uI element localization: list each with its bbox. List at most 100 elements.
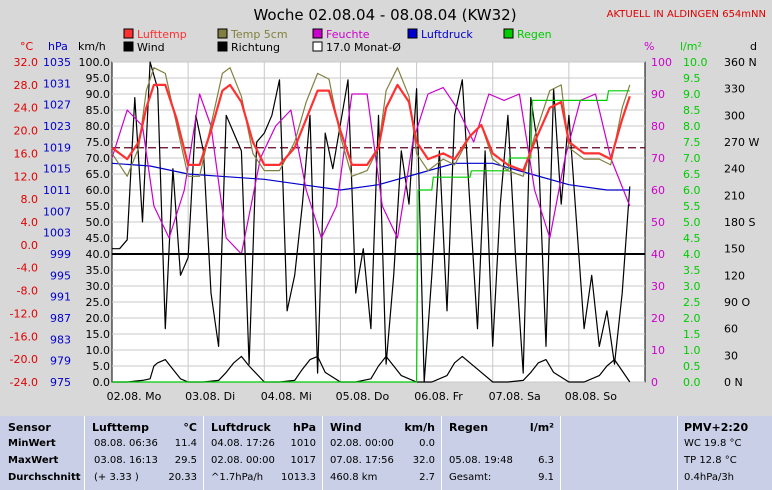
stats-regen-section: Regen l/m² 05.08. 19:48 6.3 Gesamt: 9.1 (442, 416, 561, 490)
legend-swatch (217, 41, 228, 52)
legend-swatch (503, 28, 514, 39)
legend-label: Richtung (231, 41, 280, 54)
series-lufttemp (111, 83, 631, 172)
stats-wind-section: Wind km/h 02.08. 00:00 0.0 07.08. 17:56 32.… (323, 416, 442, 490)
direction-axis-label: d (750, 40, 757, 53)
day-label: 06.08. Fr (414, 390, 463, 403)
stats-lufttemp-max-value: 29.5 (174, 455, 197, 466)
day-label: 05.08. Do (336, 390, 390, 403)
rain-tick-label: 3.0 (683, 280, 701, 293)
rain-tick-label: 0.5 (683, 360, 701, 373)
stats-regen-total-value: 9.1 (538, 472, 554, 483)
rain-tick-label: 6.5 (683, 168, 701, 181)
temp-axis-label: °C (20, 40, 34, 53)
stats-regen-max-time: 05.08. 19:48 (449, 455, 513, 466)
stats-sensor-header: Sensor (8, 421, 51, 434)
humidity-tick-label: 20 (651, 312, 665, 325)
direction-tick-label: 270 W (724, 136, 759, 149)
rain-tick-label: 5.5 (683, 200, 701, 213)
stats-luftdruck-min-value: 1010 (290, 438, 316, 449)
stats-luftdruck-max-value: 1017 (290, 455, 316, 466)
stats-avg-label: Durchschnitt (8, 472, 81, 483)
pressure-tick-label: 995 (50, 269, 71, 282)
wind-tick-label: 50.0 (86, 216, 111, 229)
stats-panel: Sensor MinWert MaxWert Durchschnitt Luft… (0, 416, 772, 490)
series-feuchte (111, 86, 631, 255)
pressure-tick-label: 1027 (43, 99, 71, 112)
humidity-tick-label: 70 (651, 152, 665, 165)
legend-swatch (217, 28, 228, 39)
wind-tick-label: 15.0 (86, 328, 111, 341)
humidity-tick-label: 30 (651, 280, 665, 293)
temp-tick-label: 24.0 (14, 102, 39, 115)
legend-label: Lufttemp (137, 28, 187, 41)
temp-tick-label: 16.0 (14, 147, 39, 160)
wind-tick-label: 70.0 (86, 152, 111, 165)
temp-tick-label: -20.0 (10, 353, 38, 366)
temp-tick-label: 28.0 (14, 79, 39, 92)
stats-regen-total-label: Gesamt: (449, 472, 492, 483)
humidity-tick-label: 80 (651, 120, 665, 133)
stats-pmv-windchill: WC 19.8 °C (684, 438, 742, 449)
pressure-tick-label: 1031 (43, 77, 71, 90)
pressure-tick-label: 1003 (43, 227, 71, 240)
pressure-axis-label: hPa (48, 40, 68, 53)
stats-pmv-pressure-trend: 0.4hPa/3h (684, 472, 735, 483)
stats-wind-max-time: 07.08. 17:56 (330, 455, 394, 466)
humidity-tick-label: 50 (651, 216, 665, 229)
legend-swatch (312, 41, 323, 52)
stats-lufttemp-trend: (+ 3.33 ) (94, 472, 139, 483)
wind-tick-label: 75.0 (86, 136, 111, 149)
temp-tick-label: 12.0 (14, 170, 39, 183)
stats-wind-avg-value: 2.7 (419, 472, 435, 483)
series-luftdruck (111, 162, 630, 191)
humidity-tick-label: 100 (651, 56, 672, 69)
rain-tick-label: 6.0 (683, 184, 701, 197)
wind-axis-label: km/h (78, 40, 106, 53)
wind-tick-label: 60.0 (86, 184, 111, 197)
direction-tick-label: 360 N (724, 56, 757, 69)
pressure-tick-label: 1023 (43, 120, 71, 133)
wind-tick-label: 35.0 (86, 264, 111, 277)
stats-max-label: MaxWert (8, 455, 59, 466)
pressure-tick-label: 979 (50, 355, 71, 368)
wind-tick-label: 85.0 (86, 104, 111, 117)
stats-lufttemp-max-time: 03.08. 16:13 (94, 455, 158, 466)
legend-label: Luftdruck (421, 28, 473, 41)
stats-pmv-header: PMV+2:20 (684, 421, 749, 434)
temp-tick-label: 0.0 (21, 239, 39, 252)
stats-lufttemp-min-time: 08.08. 06:36 (94, 438, 158, 449)
stats-lufttemp-unit: °C (183, 421, 197, 434)
direction-tick-label: 180 S (724, 216, 755, 229)
series-regen (112, 90, 630, 383)
stats-pmv-section: PMV+2:20 WC 19.8 °C TP 12.8 °C 0.4hPa/3h (678, 416, 772, 490)
direction-tick-label: 240 (724, 163, 745, 176)
stats-lufttemp-header: Lufttemp (92, 421, 149, 434)
stats-min-label: MinWert (8, 438, 56, 449)
humidity-axis-label: % (644, 40, 654, 53)
chart-title: Woche 02.08.04 - 08.08.04 (KW32) (253, 6, 516, 24)
pressure-tick-label: 987 (50, 312, 71, 325)
wind-tick-label: 65.0 (86, 168, 111, 181)
rain-tick-label: 2.5 (683, 296, 701, 309)
day-label: 07.08. Sa (489, 390, 541, 403)
stats-wind-distance: 460.8 km (330, 472, 378, 483)
legend-label: Temp 5cm (230, 28, 288, 41)
axis-labels: °C hPa km/h% l/m² d (20, 40, 757, 53)
stats-regen-unit: l/m² (529, 421, 554, 434)
legend-label: 17.0 Monat-Ø (326, 41, 401, 54)
legend-swatch (123, 28, 134, 39)
pressure-tick-label: 1019 (43, 141, 71, 154)
temp-tick-label: 8.0 (21, 193, 39, 206)
wind-tick-label: 30.0 (86, 280, 111, 293)
rain-tick-label: 10.0 (683, 56, 708, 69)
wind-tick-label: 10.0 (86, 344, 111, 357)
wind-tick-label: 90.0 (86, 88, 111, 101)
rain-tick-label: 0.0 (683, 376, 701, 389)
gridlines (112, 61, 645, 383)
pressure-tick-label: 1007 (43, 205, 71, 218)
wind-tick-label: 20.0 (86, 312, 111, 325)
humidity-tick-label: 10 (651, 344, 665, 357)
rain-tick-label: 5.0 (683, 216, 701, 229)
stats-lufttemp-section: Lufttemp °C 08.08. 06:36 11.4 03.08. 16:13… (85, 416, 204, 490)
